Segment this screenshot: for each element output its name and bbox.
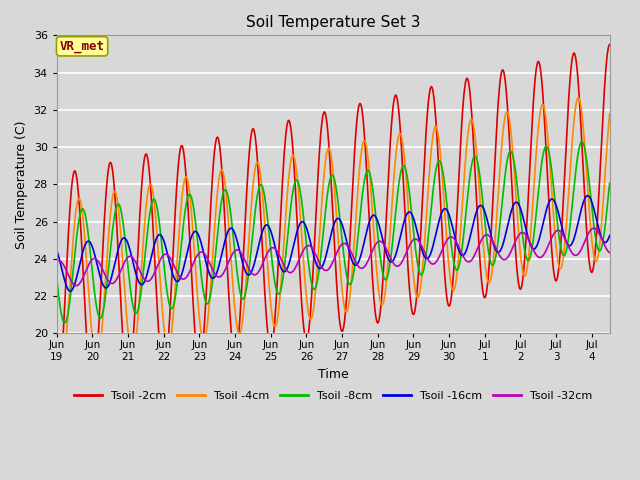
Tsoil -16cm	[584, 193, 591, 199]
Tsoil -8cm	[61, 320, 68, 326]
Tsoil -8cm	[81, 212, 89, 218]
Line: Tsoil -2cm: Tsoil -2cm	[57, 45, 610, 398]
Line: Tsoil -8cm: Tsoil -8cm	[57, 142, 610, 323]
Tsoil -4cm	[606, 111, 614, 117]
Tsoil -4cm	[81, 242, 89, 248]
Tsoil -2cm	[589, 264, 597, 269]
Tsoil -4cm	[322, 155, 330, 161]
Tsoil -2cm	[307, 303, 315, 309]
Tsoil -16cm	[53, 248, 61, 253]
Y-axis label: Soil Temperature (C): Soil Temperature (C)	[15, 120, 28, 249]
Tsoil -8cm	[606, 180, 614, 186]
Tsoil -16cm	[590, 207, 598, 213]
Tsoil -32cm	[53, 259, 61, 264]
Tsoil -8cm	[590, 222, 598, 228]
Tsoil -32cm	[307, 244, 315, 250]
Tsoil -16cm	[590, 206, 598, 212]
Tsoil -4cm	[53, 345, 61, 351]
Line: Tsoil -32cm: Tsoil -32cm	[57, 228, 610, 286]
Tsoil -32cm	[590, 225, 598, 231]
Title: Soil Temperature Set 3: Soil Temperature Set 3	[246, 15, 420, 30]
Tsoil -16cm	[606, 233, 614, 239]
Tsoil -16cm	[81, 241, 89, 247]
X-axis label: Time: Time	[318, 368, 349, 381]
Tsoil -8cm	[590, 225, 598, 230]
Tsoil -16cm	[488, 238, 496, 243]
Tsoil -2cm	[606, 42, 614, 48]
Legend: Tsoil -2cm, Tsoil -4cm, Tsoil -8cm, Tsoil -16cm, Tsoil -32cm: Tsoil -2cm, Tsoil -4cm, Tsoil -8cm, Tsoi…	[70, 387, 596, 406]
Tsoil -4cm	[575, 95, 582, 100]
Tsoil -4cm	[488, 266, 496, 272]
Tsoil -2cm	[53, 396, 61, 401]
Tsoil -4cm	[590, 253, 598, 259]
Line: Tsoil -16cm: Tsoil -16cm	[57, 196, 610, 291]
Tsoil -8cm	[307, 279, 315, 285]
Tsoil -32cm	[606, 250, 614, 255]
Tsoil -2cm	[322, 112, 330, 118]
Tsoil -8cm	[578, 139, 586, 144]
Tsoil -32cm	[589, 225, 597, 231]
Line: Tsoil -4cm: Tsoil -4cm	[57, 97, 610, 370]
Tsoil -32cm	[590, 225, 598, 231]
Tsoil -16cm	[67, 288, 74, 294]
Tsoil -2cm	[81, 306, 89, 312]
Tsoil -4cm	[57, 367, 65, 372]
Tsoil -4cm	[307, 316, 315, 322]
Tsoil -32cm	[322, 268, 330, 274]
Tsoil -2cm	[589, 265, 597, 271]
Tsoil -8cm	[322, 204, 330, 210]
Tsoil -8cm	[53, 276, 61, 282]
Tsoil -32cm	[488, 238, 496, 243]
Tsoil -2cm	[488, 213, 496, 218]
Tsoil -16cm	[307, 243, 315, 249]
Tsoil -4cm	[590, 254, 598, 260]
Tsoil -16cm	[322, 253, 330, 259]
Tsoil -8cm	[488, 263, 496, 268]
Text: VR_met: VR_met	[60, 40, 104, 53]
Tsoil -32cm	[72, 283, 80, 288]
Tsoil -32cm	[81, 269, 89, 275]
